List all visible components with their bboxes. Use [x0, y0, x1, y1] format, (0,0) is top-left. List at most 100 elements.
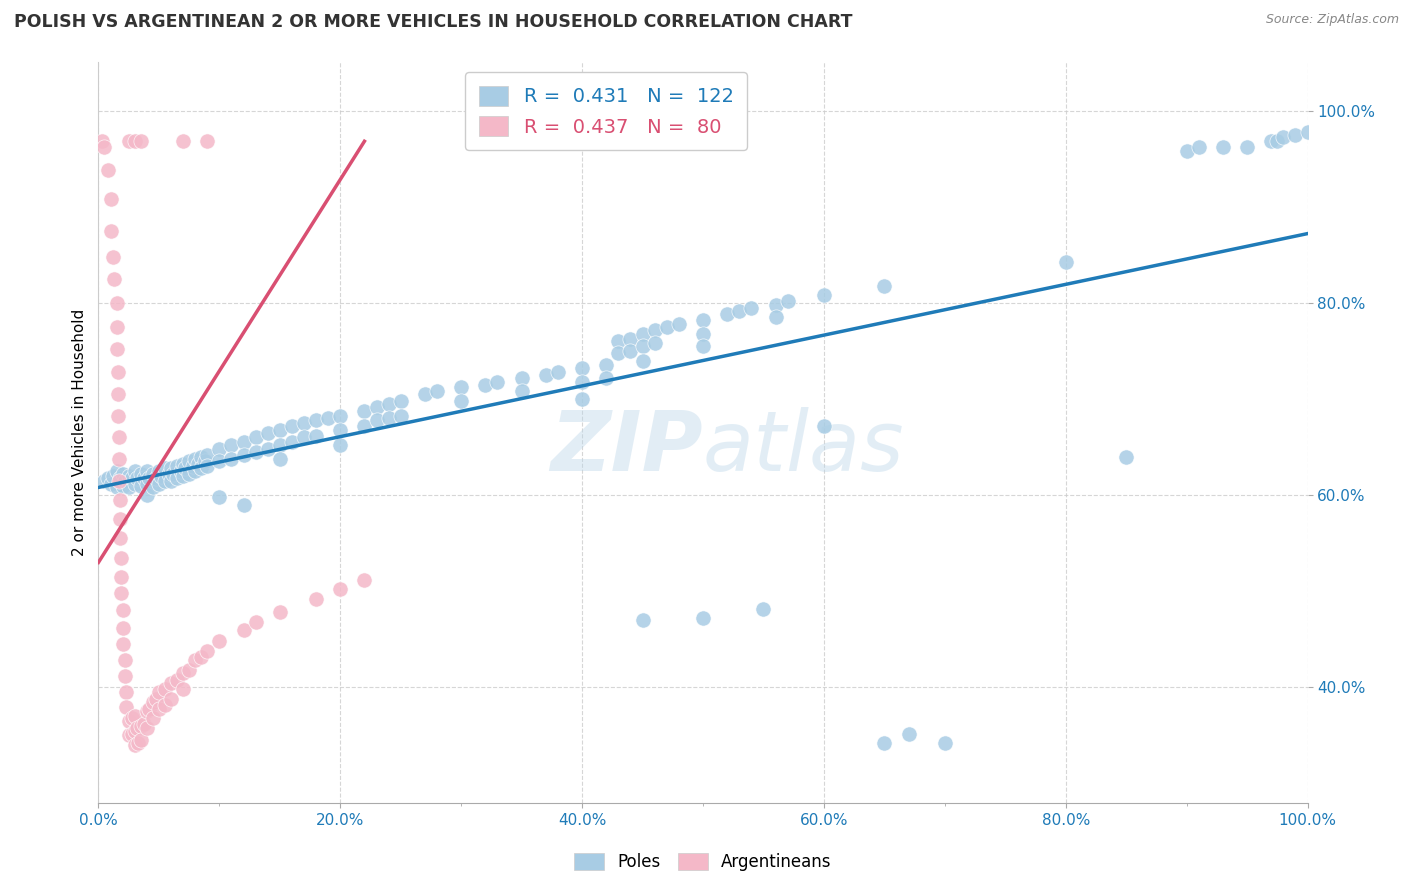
- Point: [245, 615, 267, 629]
- Point: [534, 368, 557, 382]
- Point: [150, 469, 173, 483]
- Point: [118, 134, 141, 148]
- Point: [474, 377, 496, 392]
- Point: [121, 726, 143, 740]
- Point: [692, 313, 714, 327]
- Point: [377, 411, 399, 425]
- Point: [111, 478, 134, 492]
- Point: [595, 371, 617, 385]
- Point: [377, 397, 399, 411]
- Point: [105, 464, 128, 478]
- Point: [160, 675, 183, 690]
- Point: [172, 458, 194, 472]
- Point: [281, 418, 304, 433]
- Point: [187, 458, 209, 472]
- Point: [111, 603, 134, 617]
- Point: [619, 332, 641, 346]
- Point: [190, 649, 212, 664]
- Point: [148, 701, 170, 715]
- Point: [329, 438, 352, 452]
- Point: [179, 663, 201, 677]
- Point: [124, 464, 146, 478]
- Point: [776, 293, 799, 308]
- Point: [169, 464, 191, 478]
- Point: [124, 709, 146, 723]
- Point: [1296, 125, 1319, 139]
- Point: [1260, 134, 1282, 148]
- Point: [413, 387, 436, 401]
- Point: [160, 474, 183, 488]
- Point: [153, 461, 176, 475]
- Point: [426, 384, 449, 399]
- Point: [166, 673, 188, 687]
- Point: [145, 692, 167, 706]
- Point: [129, 467, 152, 481]
- Point: [644, 336, 666, 351]
- Point: [118, 714, 141, 728]
- Point: [765, 310, 787, 325]
- Point: [166, 471, 188, 485]
- Point: [114, 474, 136, 488]
- Point: [97, 471, 120, 485]
- Text: atlas: atlas: [703, 407, 904, 488]
- Point: [107, 387, 129, 401]
- Point: [142, 467, 165, 481]
- Point: [740, 301, 762, 315]
- Point: [389, 393, 412, 408]
- Point: [100, 192, 122, 206]
- Point: [208, 490, 231, 504]
- Point: [121, 471, 143, 485]
- Point: [127, 721, 149, 735]
- Point: [232, 623, 254, 637]
- Point: [181, 459, 204, 474]
- Point: [208, 442, 231, 456]
- Point: [134, 471, 156, 485]
- Point: [510, 384, 533, 399]
- Point: [631, 353, 654, 368]
- Point: [111, 621, 134, 635]
- Point: [105, 319, 128, 334]
- Point: [655, 319, 678, 334]
- Point: [595, 359, 617, 373]
- Point: [256, 442, 278, 456]
- Point: [1272, 130, 1295, 145]
- Point: [114, 669, 136, 683]
- Point: [142, 480, 165, 494]
- Point: [1175, 144, 1198, 158]
- Point: [752, 601, 775, 615]
- Point: [148, 464, 170, 478]
- Point: [135, 476, 157, 491]
- Point: [145, 471, 167, 485]
- Y-axis label: 2 or more Vehicles in Household: 2 or more Vehicles in Household: [72, 309, 87, 557]
- Point: [179, 467, 201, 481]
- Point: [208, 454, 231, 468]
- Point: [127, 471, 149, 485]
- Point: [353, 418, 375, 433]
- Point: [631, 339, 654, 353]
- Point: [256, 425, 278, 440]
- Point: [174, 461, 197, 475]
- Point: [129, 733, 152, 747]
- Point: [547, 365, 569, 379]
- Point: [607, 334, 630, 349]
- Point: [110, 586, 132, 600]
- Point: [897, 726, 920, 740]
- Point: [115, 685, 138, 699]
- Point: [353, 573, 375, 587]
- Point: [129, 478, 152, 492]
- Point: [105, 480, 128, 494]
- Point: [135, 464, 157, 478]
- Point: [221, 438, 243, 452]
- Point: [110, 570, 132, 584]
- Point: [245, 430, 267, 444]
- Point: [366, 413, 388, 427]
- Point: [121, 711, 143, 725]
- Point: [232, 498, 254, 512]
- Point: [100, 476, 122, 491]
- Point: [160, 461, 183, 475]
- Point: [269, 451, 291, 466]
- Point: [1267, 134, 1289, 148]
- Point: [245, 445, 267, 459]
- Point: [110, 550, 132, 565]
- Point: [135, 705, 157, 719]
